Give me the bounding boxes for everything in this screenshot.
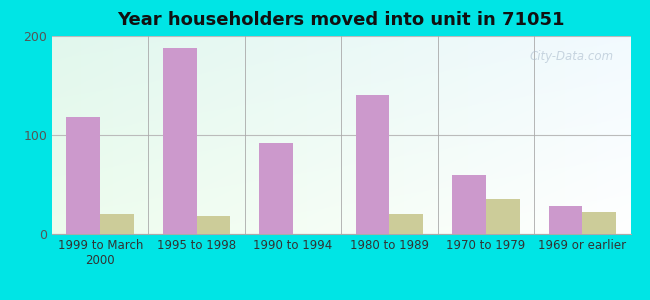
Bar (389, 214, 423, 234)
Bar (486, 200, 519, 234)
Bar (356, 95, 389, 234)
Bar (452, 175, 486, 234)
Bar (66, 117, 100, 234)
Bar (549, 206, 582, 234)
Bar (196, 216, 230, 234)
Text: City-Data.com: City-Data.com (529, 50, 613, 63)
Bar (582, 212, 616, 234)
Bar (163, 48, 196, 234)
Title: Year householders moved into unit in 71051: Year householders moved into unit in 710… (118, 11, 565, 29)
Bar (100, 214, 134, 234)
Bar (259, 143, 293, 234)
